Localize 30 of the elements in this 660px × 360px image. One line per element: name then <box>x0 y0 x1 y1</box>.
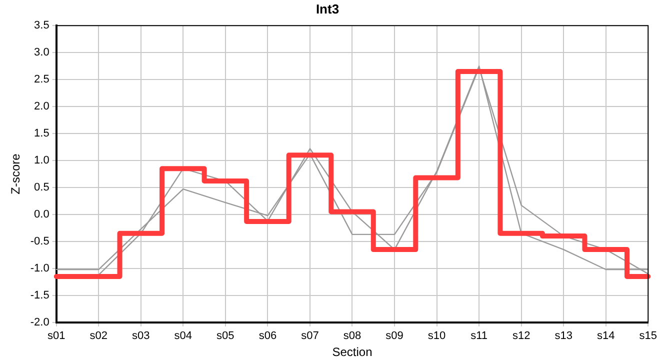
y-tick-label: -1.0 <box>30 262 50 274</box>
x-tick-label: s09 <box>386 330 404 342</box>
x-tick-label: s06 <box>258 330 277 342</box>
x-tick-label: s11 <box>470 330 488 342</box>
y-tick-label: 1.0 <box>34 154 50 167</box>
y-tick-label: 3.5 <box>34 20 50 32</box>
y-tick-label: 3.0 <box>34 46 50 59</box>
x-tick-label: s07 <box>301 330 319 342</box>
y-tick-label: -1.5 <box>30 289 50 302</box>
y-tick-label: 1.5 <box>34 128 50 140</box>
x-tick-label: s13 <box>554 330 572 342</box>
x-tick-label: s05 <box>216 330 234 342</box>
x-tick-label: s01 <box>47 330 66 342</box>
x-axis-title: Section <box>332 345 372 360</box>
x-tick-label: s08 <box>343 330 362 342</box>
y-tick-label: 2.0 <box>34 100 50 113</box>
y-axis-title: Z-score <box>8 153 23 194</box>
x-tick-label: s02 <box>90 330 108 342</box>
x-tick-label: s10 <box>428 330 446 342</box>
y-tick-label: -2.0 <box>30 316 50 328</box>
x-tick-label: s12 <box>512 330 530 342</box>
x-tick-label: s14 <box>596 330 615 342</box>
y-tick-label: 0.0 <box>34 208 50 221</box>
x-tick-label: s15 <box>639 330 658 342</box>
y-tick-label: 2.5 <box>34 74 50 86</box>
x-tick-label: s04 <box>174 330 192 342</box>
y-tick-label: -0.5 <box>30 235 50 248</box>
y-tick-label: 0.5 <box>34 182 50 194</box>
x-tick-label: s03 <box>132 330 150 342</box>
chart-title: Int3 <box>316 1 340 16</box>
